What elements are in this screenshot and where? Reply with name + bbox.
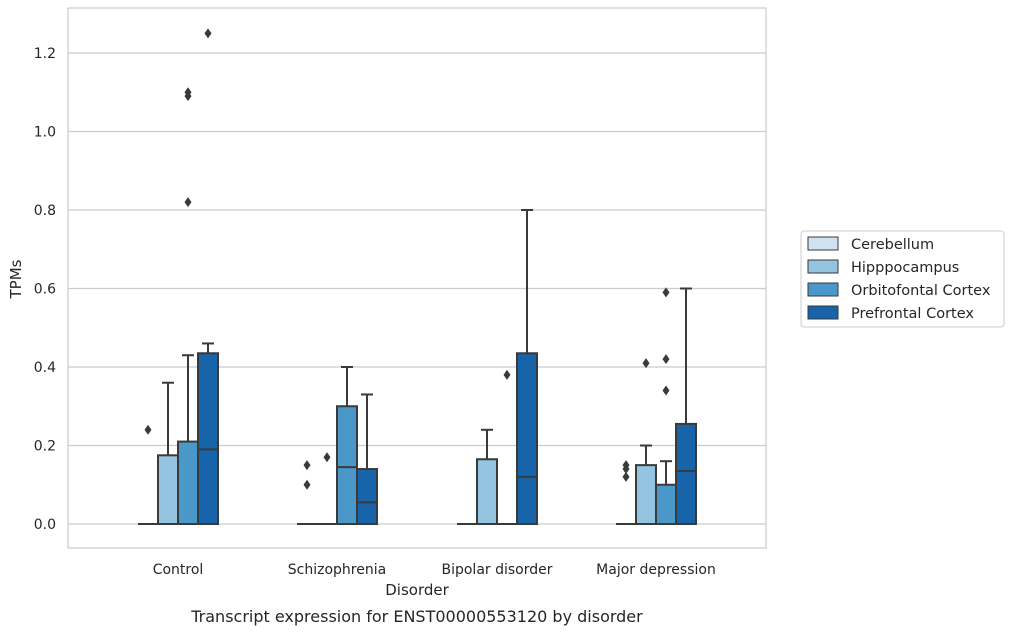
- box-body: [655, 483, 677, 525]
- box-orbitofontal-cortex: [336, 366, 358, 525]
- y-tick-label: 0.4: [34, 360, 56, 376]
- box-body: [336, 405, 358, 525]
- boxes: [138, 28, 697, 526]
- x-tick-label: Control: [153, 562, 204, 578]
- box-hipppocampus: [635, 358, 657, 525]
- legend-label: Orbitofontal Cortex: [851, 283, 991, 299]
- legend-label: Prefrontal Cortex: [851, 306, 974, 322]
- box-prefrontal-cortex: [675, 287, 697, 526]
- box-prefrontal-cortex: [197, 28, 219, 526]
- legend-swatch: [807, 259, 839, 274]
- legend: Cerebellum Hipppocampus Orbitofontal Corte…: [800, 230, 1005, 328]
- legend-swatch: [807, 282, 839, 297]
- outlier-point: [622, 460, 630, 471]
- legend-swatch: [807, 236, 839, 251]
- y-tick-label: 0.6: [34, 282, 56, 298]
- box-body: [197, 352, 219, 526]
- y-tick-label: 1.2: [34, 46, 56, 62]
- x-tick-label: Bipolar disorder: [441, 562, 552, 578]
- box-prefrontal-cortex: [356, 393, 378, 525]
- outlier-point: [642, 358, 650, 369]
- y-tick-label: 0.2: [34, 439, 56, 455]
- x-tick-label: Schizophrenia: [288, 562, 386, 578]
- outlier-point: [303, 479, 311, 490]
- box-orbitofontal-cortex: [177, 87, 199, 526]
- box-orbitofontal-cortex: [655, 287, 677, 525]
- outlier-point: [144, 424, 152, 435]
- box-body: [157, 454, 179, 525]
- y-axis: 0.0 0.2 0.4 0.6 0.8 1.0 1.2: [34, 46, 56, 533]
- box-body: [635, 464, 657, 525]
- outlier-point: [622, 471, 630, 482]
- box-body: [177, 440, 199, 526]
- outlier-point: [323, 452, 331, 463]
- outlier-point: [662, 385, 670, 396]
- outlier-point: [662, 354, 670, 365]
- legend-label: Hipppocampus: [851, 260, 959, 276]
- box-cerebellum: [616, 460, 636, 525]
- x-axis: Control Schizophrenia Bipolar disorder Majo…: [153, 562, 716, 578]
- y-tick-label: 1.0: [34, 125, 56, 141]
- box-body: [516, 352, 538, 526]
- legend-swatch: [807, 305, 839, 320]
- outlier-point: [184, 87, 192, 98]
- outlier-point: [662, 287, 670, 298]
- legend-label: Cerebellum: [851, 237, 934, 253]
- box-hipppocampus: [317, 452, 337, 525]
- y-tick-label: 0.8: [34, 203, 56, 219]
- outlier-point: [303, 460, 311, 471]
- y-tick-label: 0.0: [34, 517, 56, 533]
- outlier-point: [184, 197, 192, 208]
- outlier-point: [503, 369, 511, 380]
- box-body: [476, 458, 498, 525]
- chart-caption: Transcript expression for ENST0000055312…: [190, 607, 643, 626]
- y-axis-label: TPMs: [7, 259, 25, 299]
- box-cerebellum: [138, 424, 158, 525]
- box-orbitofontal-cortex: [497, 369, 517, 525]
- box-body: [675, 422, 697, 526]
- x-axis-label: Disorder: [385, 581, 449, 599]
- box-body: [356, 468, 378, 525]
- box-cerebellum: [297, 460, 317, 525]
- box-prefrontal-cortex: [516, 209, 538, 526]
- outlier-point: [204, 28, 212, 39]
- box-hipppocampus: [476, 428, 498, 525]
- legend-frame: [800, 230, 1005, 328]
- x-tick-label: Major depression: [596, 562, 716, 578]
